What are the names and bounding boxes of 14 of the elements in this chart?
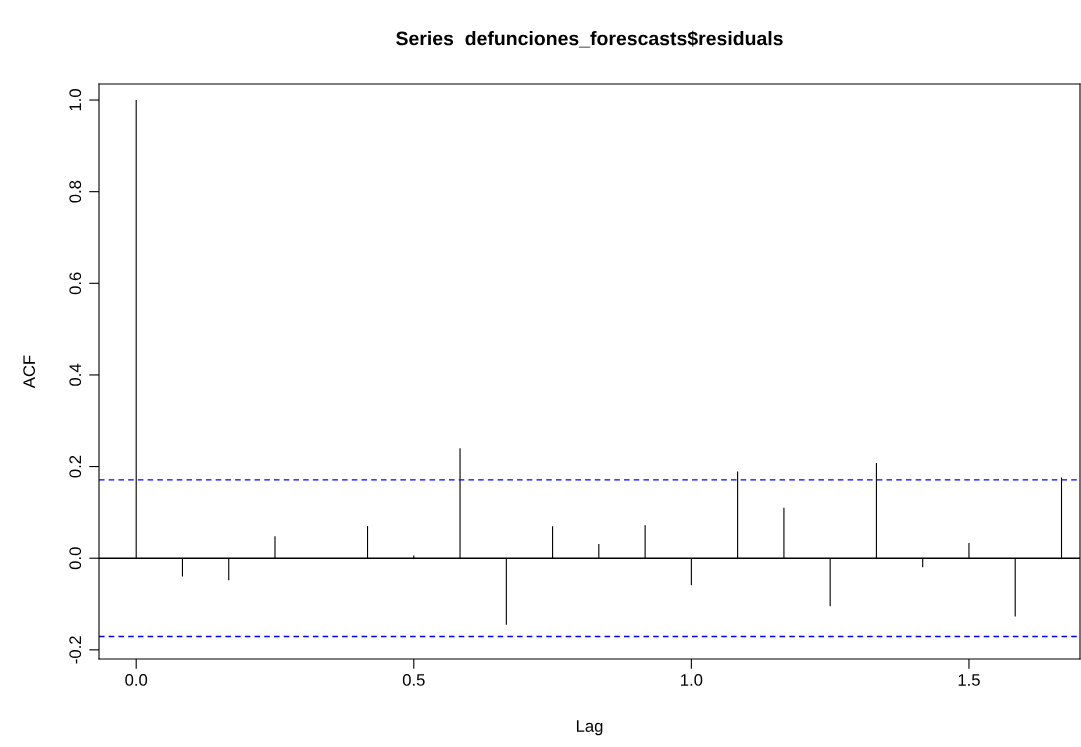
y-tick-label: 0.8 (69, 180, 82, 203)
x-axis-title: Lag (576, 720, 603, 736)
y-tick-label: 0.4 (69, 363, 82, 386)
y-tick-label: 1.0 (69, 89, 82, 111)
x-tick-label: 0.0 (125, 674, 148, 686)
y-tick-label: 0.0 (69, 547, 82, 570)
x-tick-label: 0.5 (402, 674, 425, 686)
y-tick-label: 0.2 (69, 455, 82, 478)
x-tick-label: 1.0 (681, 674, 703, 686)
y-tick-label: 0.6 (69, 272, 82, 295)
chart-title: Series defunciones_forescasts$residuals (396, 30, 783, 48)
y-axis-title: ACF (23, 355, 36, 389)
x-tick-label: 1.5 (958, 674, 980, 686)
y-tick-label: -0.2 (69, 636, 82, 664)
